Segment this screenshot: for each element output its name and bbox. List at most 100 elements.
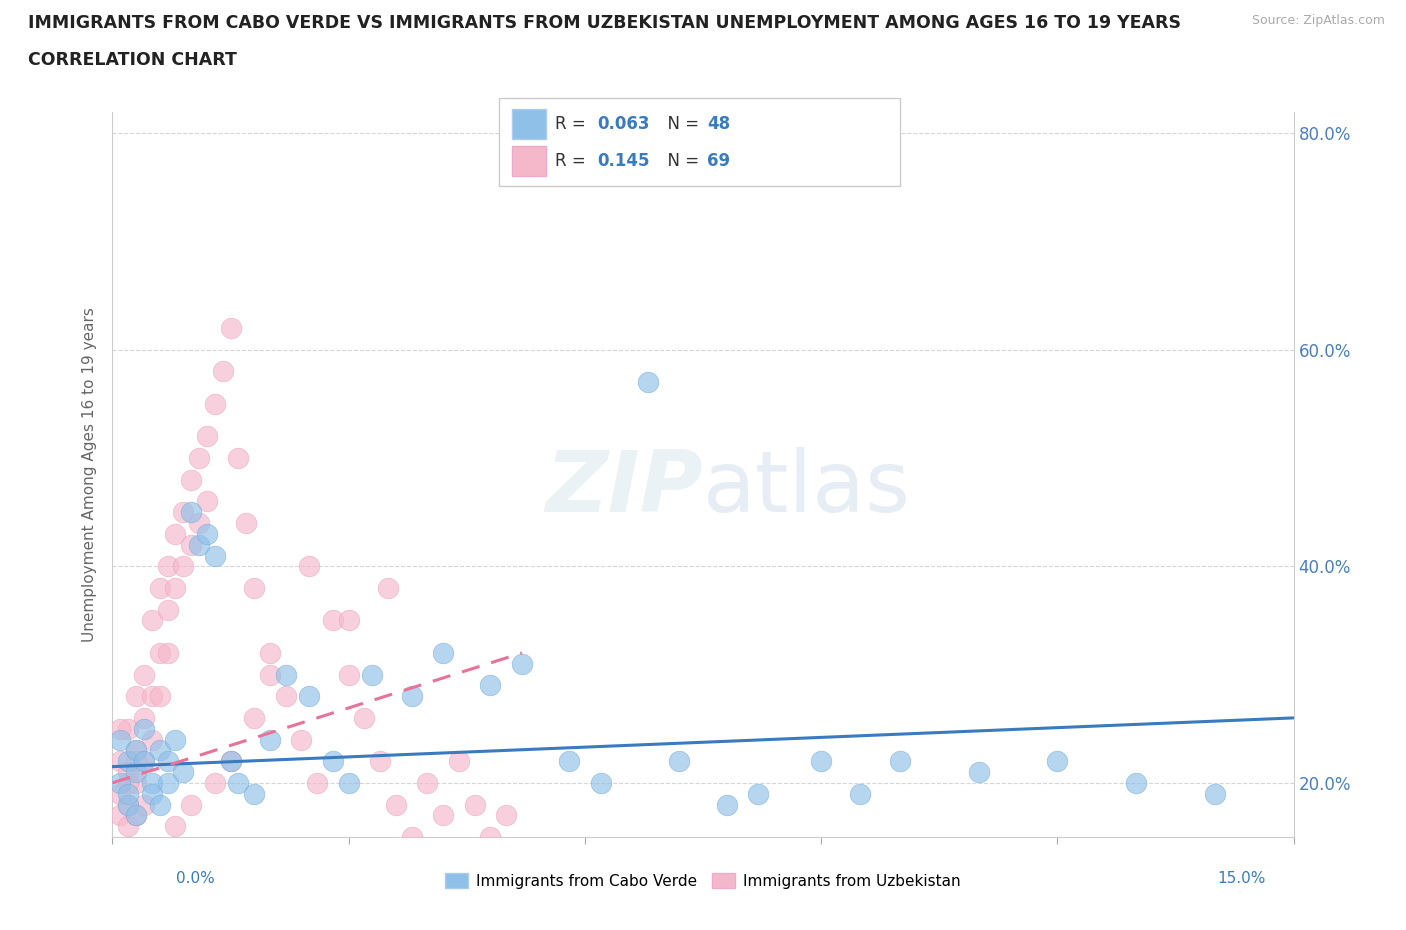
Point xyxy=(125,754,148,769)
Point xyxy=(110,722,132,737)
Point xyxy=(149,797,172,812)
Point xyxy=(385,797,408,812)
Point xyxy=(298,559,321,574)
Point xyxy=(337,613,360,628)
Text: N =: N = xyxy=(657,152,704,170)
Text: 48: 48 xyxy=(707,114,730,133)
Point xyxy=(149,743,172,758)
Point xyxy=(243,711,266,725)
Point xyxy=(589,776,612,790)
Point xyxy=(117,786,139,801)
Point xyxy=(967,764,990,779)
Point xyxy=(165,526,187,541)
Point xyxy=(495,808,517,823)
Point xyxy=(125,743,148,758)
Point xyxy=(117,818,139,833)
Point xyxy=(1046,754,1069,769)
Point xyxy=(810,754,832,769)
Point xyxy=(141,732,163,747)
Point xyxy=(132,754,155,769)
Point xyxy=(204,396,226,411)
Point xyxy=(353,711,375,725)
Text: CORRELATION CHART: CORRELATION CHART xyxy=(28,51,238,69)
Point xyxy=(172,559,194,574)
Point xyxy=(156,754,179,769)
Point xyxy=(125,808,148,823)
Text: 0.145: 0.145 xyxy=(598,152,650,170)
Point xyxy=(132,711,155,725)
Point xyxy=(479,678,502,693)
Point xyxy=(110,754,132,769)
Point xyxy=(165,580,187,595)
Point xyxy=(156,776,179,790)
Point xyxy=(228,776,250,790)
Point xyxy=(132,797,155,812)
Point xyxy=(298,689,321,704)
Point xyxy=(125,764,148,779)
Point xyxy=(180,472,202,487)
Point xyxy=(361,667,384,682)
Text: ZIP: ZIP xyxy=(546,447,703,530)
Text: atlas: atlas xyxy=(703,447,911,530)
Point xyxy=(165,732,187,747)
Point xyxy=(125,808,148,823)
Point xyxy=(1125,776,1147,790)
Point xyxy=(125,689,148,704)
Point xyxy=(716,797,738,812)
Point xyxy=(368,754,391,769)
Point xyxy=(172,505,194,520)
Text: 0.063: 0.063 xyxy=(598,114,650,133)
Point xyxy=(668,754,690,769)
Point xyxy=(558,754,581,769)
Point xyxy=(149,645,172,660)
Y-axis label: Unemployment Among Ages 16 to 19 years: Unemployment Among Ages 16 to 19 years xyxy=(82,307,97,642)
Point xyxy=(188,451,211,466)
Point xyxy=(195,526,218,541)
Point xyxy=(141,689,163,704)
Point xyxy=(149,580,172,595)
Point xyxy=(211,364,233,379)
Point xyxy=(235,515,257,530)
Point xyxy=(195,494,218,509)
Point xyxy=(110,776,132,790)
Point xyxy=(188,515,211,530)
Text: 69: 69 xyxy=(707,152,730,170)
Point xyxy=(149,689,172,704)
Point xyxy=(243,786,266,801)
Point xyxy=(132,722,155,737)
Point xyxy=(117,722,139,737)
Point xyxy=(219,754,242,769)
Point xyxy=(180,797,202,812)
Legend: Immigrants from Cabo Verde, Immigrants from Uzbekistan: Immigrants from Cabo Verde, Immigrants f… xyxy=(439,867,967,895)
Text: R =: R = xyxy=(555,114,592,133)
Point xyxy=(117,754,139,769)
Point xyxy=(156,559,179,574)
Point xyxy=(180,505,202,520)
Point xyxy=(322,613,344,628)
Point xyxy=(849,786,872,801)
Point xyxy=(259,732,281,747)
Point xyxy=(259,667,281,682)
Point xyxy=(204,548,226,563)
Text: IMMIGRANTS FROM CABO VERDE VS IMMIGRANTS FROM UZBEKISTAN UNEMPLOYMENT AMONG AGES: IMMIGRANTS FROM CABO VERDE VS IMMIGRANTS… xyxy=(28,14,1181,32)
Point xyxy=(117,764,139,779)
Point xyxy=(510,657,533,671)
Point xyxy=(156,645,179,660)
Text: N =: N = xyxy=(657,114,704,133)
Point xyxy=(447,754,470,769)
Text: 15.0%: 15.0% xyxy=(1218,871,1265,886)
Point xyxy=(307,776,329,790)
Point xyxy=(188,538,211,552)
Text: R =: R = xyxy=(555,152,592,170)
Point xyxy=(228,451,250,466)
Point xyxy=(141,776,163,790)
Point xyxy=(110,786,132,801)
Point xyxy=(322,754,344,769)
Point xyxy=(219,321,242,336)
Text: 0.0%: 0.0% xyxy=(176,871,215,886)
Point xyxy=(1204,786,1226,801)
Point xyxy=(149,841,172,856)
Point xyxy=(172,764,194,779)
Point xyxy=(432,645,454,660)
Point xyxy=(219,754,242,769)
